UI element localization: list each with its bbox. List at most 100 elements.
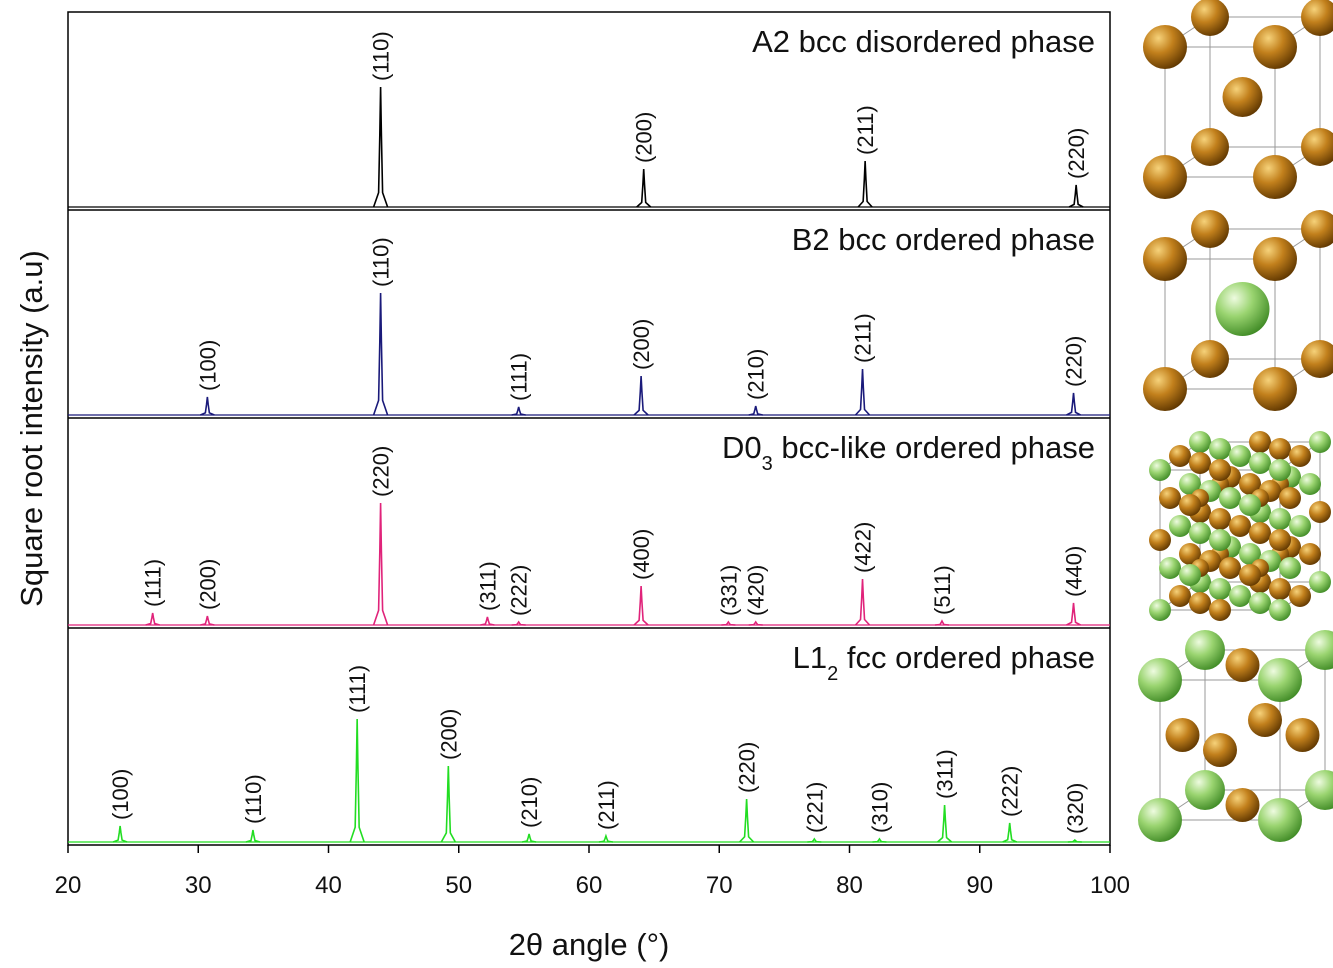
atom (1149, 529, 1171, 551)
peak (145, 612, 160, 626)
peak-label: (422) (851, 522, 876, 573)
atom (1301, 128, 1333, 166)
atom (1189, 522, 1211, 544)
peak-label: (210) (744, 349, 769, 400)
atom (1179, 494, 1201, 516)
peak (511, 406, 526, 416)
atom (1169, 585, 1191, 607)
peak (112, 825, 128, 843)
atom (1225, 788, 1260, 822)
atom (1209, 578, 1231, 600)
atom (1309, 501, 1331, 523)
peak (807, 837, 822, 843)
atom (1222, 77, 1263, 117)
atom (1299, 473, 1321, 495)
peak (937, 804, 953, 843)
peak (739, 798, 755, 843)
x-tick-label: 70 (706, 872, 733, 899)
atom (1309, 571, 1331, 593)
atom (1209, 599, 1231, 621)
peak-label: (100) (108, 769, 133, 820)
peak-label: (220) (1064, 128, 1089, 179)
peak-label: (311) (933, 749, 958, 799)
peak (1066, 602, 1081, 626)
atom (1138, 658, 1182, 702)
peak-label: (110) (369, 237, 394, 287)
peak-label: (211) (853, 105, 878, 155)
atom (1149, 599, 1171, 621)
atom (1209, 438, 1231, 460)
atom (1253, 155, 1297, 199)
peak-label: (221) (802, 782, 827, 833)
peak-label: (220) (1062, 336, 1087, 387)
y-axis-label: Square root intensity (a.u) (14, 250, 49, 607)
atom (1209, 508, 1231, 530)
peak-label: (222) (998, 766, 1023, 817)
atom (1239, 564, 1261, 586)
atom (1209, 459, 1231, 481)
peak (598, 833, 614, 843)
peak (748, 405, 763, 416)
peak-label: (200) (195, 559, 220, 610)
peak-label: (211) (594, 780, 619, 830)
atom (1249, 592, 1271, 614)
atom (1269, 599, 1291, 621)
peak-label: (211) (851, 313, 876, 363)
peak-label: (111) (345, 665, 370, 713)
atom (1269, 459, 1291, 481)
atom (1229, 585, 1251, 607)
atom (1301, 210, 1333, 248)
peak (748, 620, 763, 626)
peak-label: (311) (475, 561, 500, 611)
peak-label: (100) (195, 340, 220, 391)
atom (1165, 718, 1200, 752)
atom (1219, 557, 1241, 579)
atom (1253, 367, 1297, 411)
atom (1143, 367, 1187, 411)
atom (1143, 237, 1187, 281)
atom (1191, 0, 1229, 36)
peak-label: (200) (436, 709, 461, 760)
x-tick-label: 20 (55, 872, 82, 899)
atom (1301, 340, 1333, 378)
atom (1185, 770, 1225, 810)
peak (480, 616, 495, 626)
peak (440, 765, 457, 843)
panel-title: A2 bcc disordered phase (752, 24, 1095, 59)
atom (1305, 770, 1333, 810)
atom (1258, 798, 1302, 842)
peak (633, 585, 649, 626)
atom (1269, 438, 1291, 460)
atom (1239, 494, 1261, 516)
peak (1068, 184, 1084, 208)
x-axis-label: 2θ angle (°) (509, 927, 670, 962)
title-part: 2 (827, 663, 838, 685)
atom (1269, 508, 1291, 530)
title-part: bcc-like ordered phase (773, 430, 1095, 465)
panel-title: L12 fcc ordered phase (793, 640, 1095, 685)
x-tick-label: 30 (185, 872, 212, 899)
atom (1248, 703, 1282, 737)
peak-label: (110) (369, 31, 394, 81)
x-tick-label: 90 (966, 872, 993, 899)
title-part: A2 bcc disordered phase (752, 24, 1095, 59)
title-part: 3 (762, 453, 773, 475)
peak (349, 718, 365, 843)
peak-label: (310) (867, 782, 892, 833)
atom (1189, 452, 1211, 474)
atom (1179, 543, 1201, 565)
peak-label: (331) (716, 565, 741, 616)
plot-frame (67, 11, 1111, 846)
atom (1309, 431, 1331, 453)
peak-label: (111) (141, 559, 166, 607)
peak (872, 837, 887, 843)
peak-label: (440) (1062, 546, 1087, 597)
title-part: D0 (722, 430, 762, 465)
atom (1185, 630, 1225, 670)
atom (1249, 522, 1271, 544)
title-part: fcc ordered phase (838, 640, 1095, 675)
peak (1002, 822, 1018, 843)
peak (200, 615, 215, 626)
atom (1253, 237, 1297, 281)
